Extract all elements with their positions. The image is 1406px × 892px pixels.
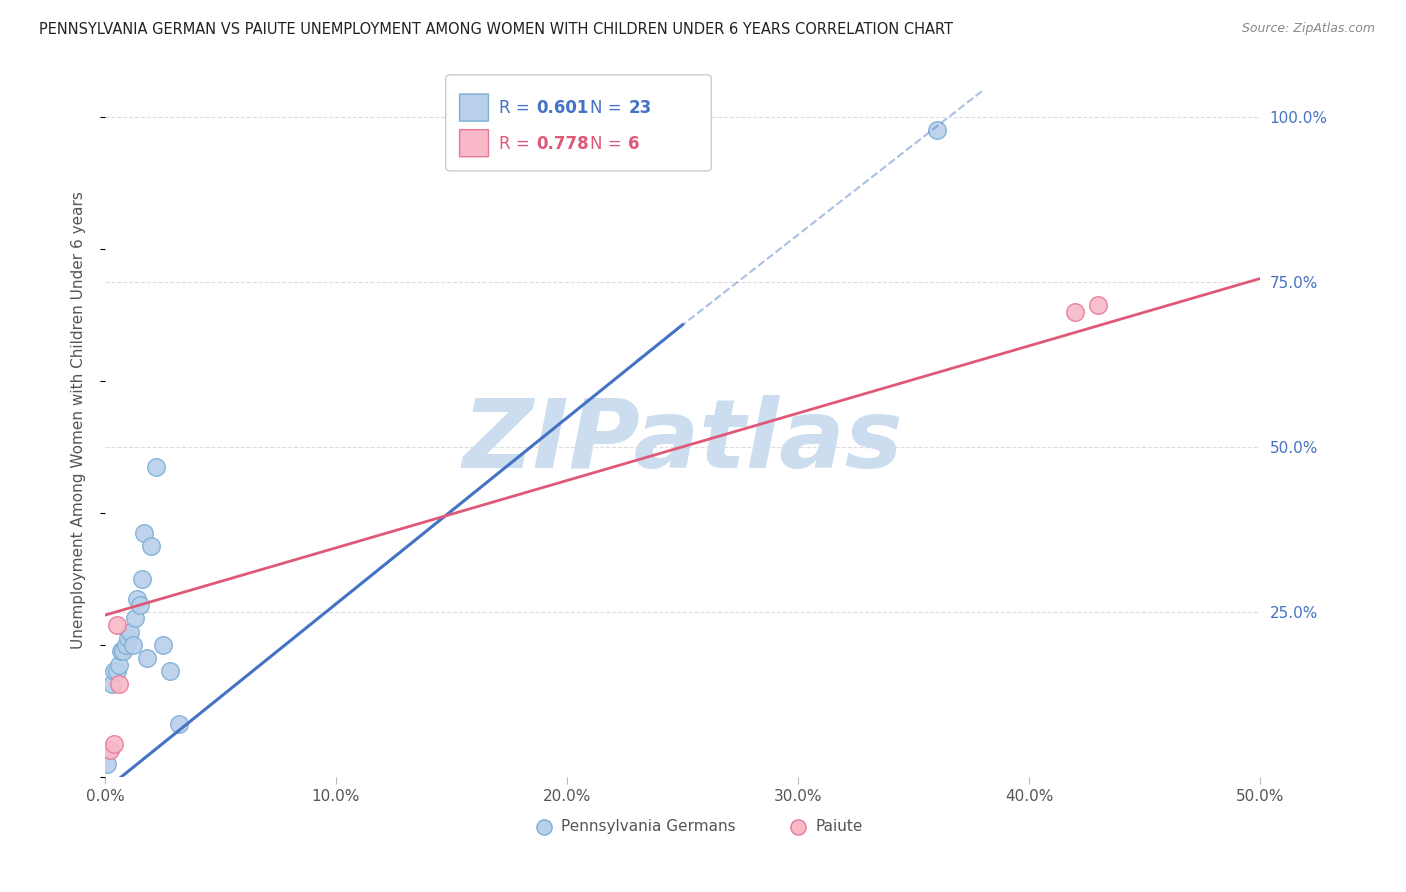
Point bbox=[110, 644, 132, 658]
Point bbox=[96, 756, 118, 771]
Text: R =: R = bbox=[499, 135, 534, 153]
Text: Pennsylvania Germans: Pennsylvania Germans bbox=[561, 819, 735, 834]
Point bbox=[145, 459, 167, 474]
Text: 0.778: 0.778 bbox=[536, 135, 589, 153]
FancyBboxPatch shape bbox=[446, 75, 711, 171]
Point bbox=[159, 664, 181, 678]
Point bbox=[128, 599, 150, 613]
Text: R =: R = bbox=[499, 99, 534, 117]
Point bbox=[101, 677, 124, 691]
Point bbox=[972, 816, 994, 830]
Point bbox=[925, 123, 948, 137]
Point bbox=[134, 525, 156, 540]
Point bbox=[98, 743, 121, 757]
Point bbox=[112, 644, 135, 658]
Point bbox=[152, 638, 174, 652]
Point bbox=[105, 618, 128, 632]
Point bbox=[124, 611, 146, 625]
Point bbox=[127, 591, 149, 606]
Point bbox=[108, 677, 131, 691]
Point bbox=[135, 651, 157, 665]
Point bbox=[121, 638, 143, 652]
Point bbox=[117, 632, 139, 646]
Text: N =: N = bbox=[591, 99, 627, 117]
Text: 23: 23 bbox=[628, 99, 651, 117]
Text: Paiute: Paiute bbox=[815, 819, 863, 834]
Text: Source: ZipAtlas.com: Source: ZipAtlas.com bbox=[1241, 22, 1375, 36]
Point bbox=[141, 539, 163, 553]
Point bbox=[108, 657, 131, 672]
Point bbox=[131, 572, 153, 586]
Point bbox=[103, 737, 125, 751]
FancyBboxPatch shape bbox=[460, 129, 488, 157]
FancyBboxPatch shape bbox=[460, 94, 488, 121]
Text: N =: N = bbox=[591, 135, 627, 153]
Y-axis label: Unemployment Among Women with Children Under 6 years: Unemployment Among Women with Children U… bbox=[72, 192, 86, 649]
Point bbox=[120, 624, 142, 639]
Point bbox=[103, 664, 125, 678]
Point bbox=[167, 717, 190, 731]
Point bbox=[105, 664, 128, 678]
Text: PENNSYLVANIA GERMAN VS PAIUTE UNEMPLOYMENT AMONG WOMEN WITH CHILDREN UNDER 6 YEA: PENNSYLVANIA GERMAN VS PAIUTE UNEMPLOYME… bbox=[39, 22, 953, 37]
Point bbox=[1064, 304, 1087, 318]
Point bbox=[1087, 298, 1109, 312]
Text: 6: 6 bbox=[628, 135, 640, 153]
Text: ZIPatlas: ZIPatlas bbox=[463, 395, 903, 488]
Text: 0.601: 0.601 bbox=[536, 99, 588, 117]
Point bbox=[114, 638, 136, 652]
